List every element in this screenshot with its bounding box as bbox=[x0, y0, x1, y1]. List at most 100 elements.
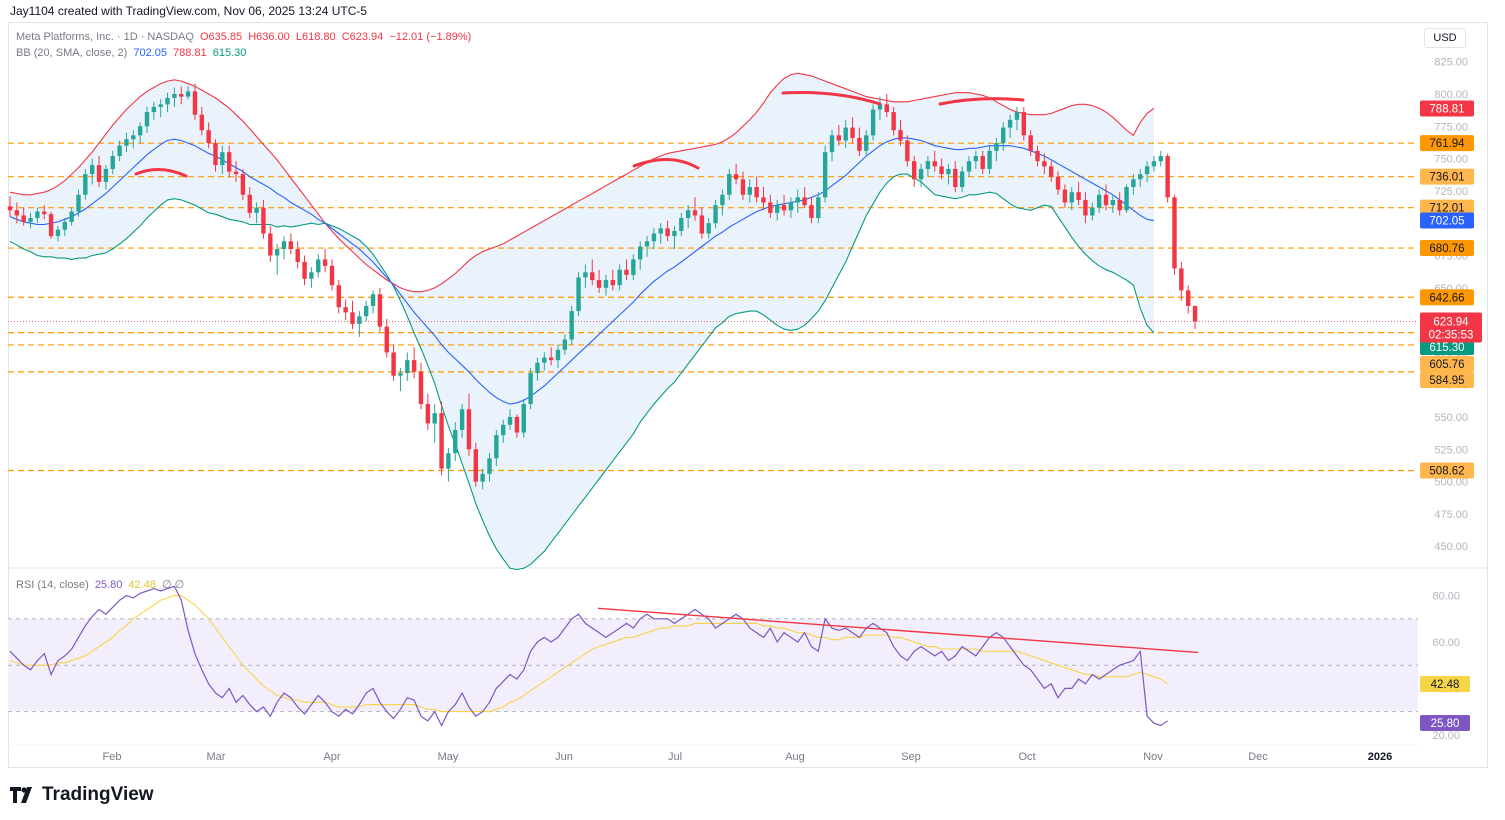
candle-body bbox=[1158, 156, 1163, 162]
candle-body bbox=[507, 417, 513, 425]
candle-body bbox=[254, 207, 259, 213]
candle-body bbox=[692, 210, 698, 216]
price-axis-tick: 725.00 bbox=[1434, 186, 1468, 198]
candle-body bbox=[28, 218, 33, 222]
level-price-label: 605.76 bbox=[1429, 359, 1464, 371]
candle-body bbox=[233, 171, 239, 175]
candle-body bbox=[1076, 192, 1081, 200]
rsi-ma-line bbox=[9, 595, 1168, 713]
bb-mid-price-label: 702.05 bbox=[1429, 216, 1464, 228]
time-axis-label: May bbox=[438, 751, 459, 763]
candle-body bbox=[117, 145, 122, 157]
time-axis-label: Sep bbox=[901, 751, 921, 763]
candle-body bbox=[699, 215, 705, 234]
candle-body bbox=[829, 135, 835, 153]
ohlc-open: O635.85 bbox=[199, 31, 243, 43]
candle-body bbox=[1035, 150, 1040, 162]
level-price-label: 642.66 bbox=[1429, 292, 1464, 304]
candle-body bbox=[542, 357, 547, 363]
last-price-label: 623.94 bbox=[1433, 316, 1469, 328]
candle-body bbox=[514, 417, 520, 433]
price-axis-tick: 500.00 bbox=[1434, 477, 1468, 489]
time-axis-label: Nov bbox=[1143, 751, 1163, 763]
level-price-label-bg bbox=[1420, 135, 1474, 152]
candle-body bbox=[651, 233, 657, 242]
candle-body bbox=[987, 150, 992, 169]
level-price-label-bg bbox=[1420, 199, 1474, 216]
ohlc-change: −12.01 (−1.89%) bbox=[389, 31, 472, 43]
candle-body bbox=[850, 127, 855, 138]
candle-body bbox=[816, 197, 821, 219]
candle-body bbox=[1021, 112, 1026, 136]
candle-body bbox=[480, 473, 485, 482]
tradingview-logo-icon bbox=[10, 787, 32, 803]
level-price-label: 508.62 bbox=[1429, 465, 1464, 477]
candle-body bbox=[761, 197, 766, 203]
candle-body bbox=[384, 326, 389, 353]
time-axis-label: Oct bbox=[1018, 751, 1035, 763]
currency-button[interactable]: USD bbox=[1424, 28, 1466, 48]
candle-body bbox=[1083, 199, 1088, 216]
candle-body bbox=[137, 126, 143, 136]
candle-body bbox=[185, 91, 191, 97]
candle-body bbox=[172, 94, 177, 98]
candle-body bbox=[953, 168, 958, 188]
price-axis-tick: 750.00 bbox=[1434, 154, 1468, 166]
candle-body bbox=[418, 371, 424, 405]
candle-body bbox=[1110, 199, 1116, 206]
candle-body bbox=[411, 360, 417, 372]
candle-body bbox=[843, 127, 848, 141]
candle-body bbox=[857, 137, 862, 151]
candle-body bbox=[713, 205, 718, 224]
candle-body bbox=[939, 166, 944, 175]
candle-body bbox=[768, 202, 773, 213]
candle-body bbox=[446, 453, 451, 469]
candle-body bbox=[199, 114, 204, 131]
last-price-label-bg bbox=[1420, 312, 1482, 343]
candle-body bbox=[21, 215, 26, 222]
candle-body bbox=[281, 241, 287, 250]
candle-body bbox=[1186, 290, 1191, 306]
candle-body bbox=[672, 230, 677, 237]
rsi-axis-tick: 20.00 bbox=[1432, 730, 1460, 742]
tradingview-logo: TradingView bbox=[10, 784, 154, 806]
candle-body bbox=[555, 349, 561, 361]
candle-body bbox=[83, 174, 88, 195]
bb-lower-line bbox=[9, 173, 1155, 571]
drawn-arc-annotation bbox=[938, 97, 1025, 106]
candle-body bbox=[870, 109, 876, 136]
bb-label[interactable]: BB (20, SMA, close, 2) bbox=[16, 47, 128, 59]
candle-body bbox=[1124, 187, 1129, 211]
rsi-empty-marks: ∅ ∅ bbox=[162, 579, 185, 591]
bb-upper-price-label-bg bbox=[1420, 100, 1474, 117]
candle-body bbox=[316, 259, 321, 273]
candle-body bbox=[966, 161, 972, 172]
rsi-label[interactable]: RSI (14, close) bbox=[16, 579, 89, 591]
ohlc-close: C623.94 bbox=[341, 31, 384, 43]
candle-body bbox=[932, 161, 937, 167]
candle-body bbox=[1117, 199, 1122, 211]
candle-body bbox=[644, 241, 650, 247]
candle-body bbox=[1062, 189, 1068, 203]
bollinger-band-fill bbox=[10, 73, 1154, 570]
bb-upper-value: 788.81 bbox=[173, 47, 207, 59]
candle-body bbox=[535, 362, 540, 374]
price-axis-tick: 525.00 bbox=[1434, 444, 1468, 456]
candle-body bbox=[459, 409, 465, 430]
candle-body bbox=[781, 205, 787, 211]
candle-body bbox=[809, 205, 814, 219]
candle-body bbox=[1172, 197, 1177, 269]
candle-body bbox=[90, 165, 95, 175]
candle-body bbox=[1014, 112, 1020, 120]
candle-body bbox=[665, 228, 670, 237]
candle-body bbox=[55, 229, 61, 237]
rsi-value: 25.80 bbox=[94, 579, 123, 591]
candle-body bbox=[802, 197, 807, 206]
candle-body bbox=[110, 156, 115, 169]
candle-body bbox=[603, 280, 609, 288]
candle-body bbox=[617, 269, 622, 286]
candle-body bbox=[521, 404, 526, 433]
bb-mid-value: 702.05 bbox=[133, 47, 167, 59]
symbol-label[interactable]: Meta Platforms, Inc. · 1D · NASDAQ bbox=[16, 31, 194, 43]
